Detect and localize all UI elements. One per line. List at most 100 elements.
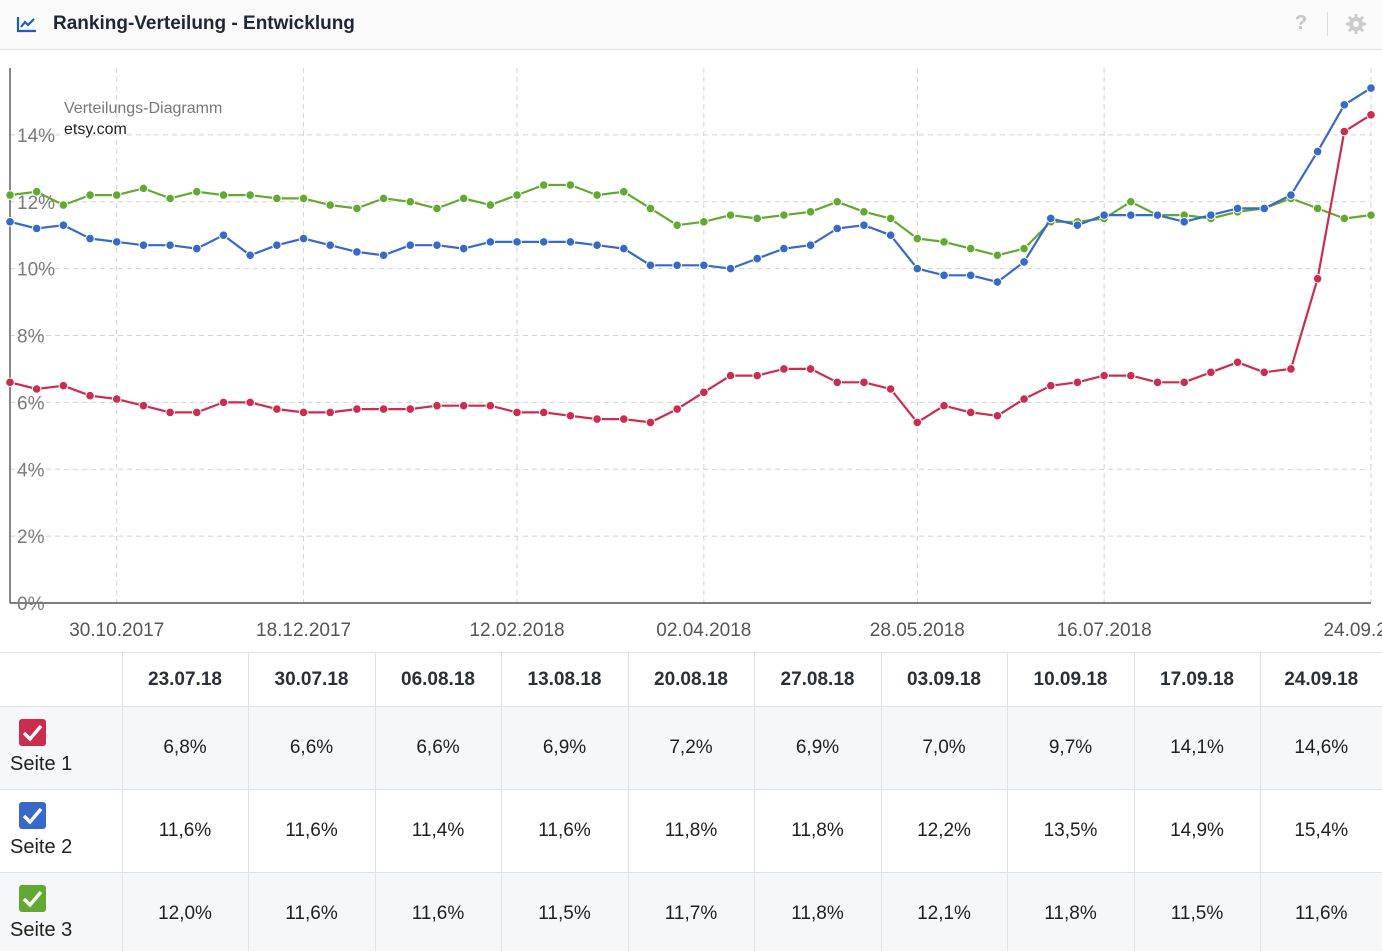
data-point bbox=[1366, 83, 1376, 93]
data-point bbox=[85, 190, 95, 200]
column-header: 30.07.18 bbox=[247, 652, 376, 707]
data-point bbox=[1179, 217, 1189, 227]
data-point bbox=[272, 193, 282, 204]
data-point bbox=[645, 203, 656, 214]
x-tick-label: 30.10.2017 bbox=[69, 620, 164, 641]
data-point bbox=[192, 186, 202, 197]
column-header: 06.08.18 bbox=[374, 652, 502, 707]
data-point bbox=[1312, 146, 1323, 157]
table-cell: 9,7% bbox=[1006, 706, 1135, 790]
row-label-cell: Seite 3 bbox=[0, 872, 123, 951]
table-cell: 12,2% bbox=[880, 789, 1008, 873]
column-header: 23.07.18 bbox=[121, 652, 249, 707]
data-point bbox=[538, 237, 549, 247]
table-cell: 6,6% bbox=[247, 706, 376, 790]
data-point bbox=[912, 417, 923, 428]
data-point bbox=[965, 243, 976, 254]
data-point bbox=[1286, 364, 1296, 374]
header-divider bbox=[1327, 12, 1328, 36]
widget-header: Ranking-Verteilung - Entwicklung ? bbox=[0, 0, 1382, 50]
data-point bbox=[512, 190, 522, 200]
data-point bbox=[512, 407, 522, 418]
data-point bbox=[245, 190, 255, 200]
data-point bbox=[432, 240, 442, 251]
row-label-cell: Seite 1 bbox=[0, 706, 123, 790]
data-point bbox=[832, 377, 843, 388]
table-cell: 14,9% bbox=[1133, 789, 1261, 873]
data-point bbox=[859, 377, 869, 388]
help-icon[interactable]: ? bbox=[1294, 12, 1308, 34]
data-point bbox=[165, 193, 175, 204]
table-cell: 11,6% bbox=[500, 789, 629, 873]
data-point bbox=[939, 400, 949, 411]
row-label: Seite 3 bbox=[10, 919, 73, 941]
table-cell: 6,6% bbox=[374, 706, 502, 790]
data-point bbox=[432, 203, 442, 214]
data-point bbox=[485, 237, 496, 247]
x-tick-label: 02.04.2018 bbox=[656, 620, 751, 641]
data-point bbox=[592, 414, 602, 424]
data-point bbox=[1259, 367, 1270, 378]
gear-icon[interactable] bbox=[1345, 13, 1367, 35]
data-point bbox=[885, 213, 896, 224]
data-point bbox=[912, 263, 923, 274]
seite-3-checkbox[interactable] bbox=[19, 885, 46, 912]
data-point bbox=[618, 243, 629, 254]
data-point bbox=[1339, 126, 1350, 137]
series-line-seite-3 bbox=[9, 183, 1372, 257]
seite-1-checkbox[interactable] bbox=[19, 719, 46, 746]
table-cell: 12,0% bbox=[121, 872, 249, 951]
y-tick-label: 10% bbox=[17, 260, 55, 281]
seite-2-checkbox[interactable] bbox=[19, 802, 46, 829]
data-point bbox=[352, 404, 362, 414]
data-point bbox=[699, 387, 709, 398]
data-point bbox=[1126, 196, 1136, 207]
data-point bbox=[512, 237, 522, 247]
table-row: Seite 3 12,0% 11,6% 11,6% 11,5% 11,7% 11… bbox=[0, 872, 1382, 951]
chart-subtitle: Verteilungs-Diagramm bbox=[64, 100, 222, 117]
data-point bbox=[245, 250, 255, 261]
table-cell: 11,5% bbox=[500, 872, 629, 951]
data-point bbox=[752, 370, 763, 381]
data-point bbox=[912, 233, 923, 244]
data-point bbox=[165, 407, 175, 418]
data-point bbox=[992, 250, 1003, 261]
data-point bbox=[752, 213, 763, 224]
data-point bbox=[1152, 210, 1163, 220]
data-point bbox=[779, 210, 789, 220]
data-point bbox=[672, 220, 682, 230]
table-cell: 11,8% bbox=[1006, 872, 1135, 951]
column-header: 27.08.18 bbox=[753, 652, 882, 707]
data-point bbox=[58, 380, 69, 391]
data-point bbox=[272, 404, 282, 414]
data-point bbox=[298, 233, 309, 244]
data-point bbox=[592, 190, 602, 200]
series-line-seite-2 bbox=[9, 87, 1372, 284]
data-point bbox=[725, 370, 736, 381]
data-point bbox=[1339, 99, 1350, 110]
corner-cell bbox=[0, 652, 123, 707]
data-point bbox=[485, 400, 496, 411]
data-point bbox=[405, 404, 416, 414]
y-tick-label: 4% bbox=[17, 460, 45, 481]
data-point bbox=[752, 253, 763, 264]
data-point bbox=[485, 200, 496, 210]
table-cell: 7,0% bbox=[880, 706, 1008, 790]
data-point bbox=[352, 203, 362, 214]
table-cell: 11,5% bbox=[1133, 872, 1261, 951]
series-line-seite-1 bbox=[9, 113, 1372, 424]
table-cell: 7,2% bbox=[627, 706, 755, 790]
data-point bbox=[1312, 273, 1323, 284]
check-icon bbox=[22, 724, 43, 742]
data-point bbox=[885, 230, 896, 240]
table-cell: 14,1% bbox=[1133, 706, 1261, 790]
data-point bbox=[298, 193, 309, 204]
data-point bbox=[965, 270, 976, 281]
data-point bbox=[859, 220, 869, 230]
data-point bbox=[325, 200, 336, 210]
table-cell: 6,8% bbox=[121, 706, 249, 790]
table-cell: 11,6% bbox=[247, 872, 376, 951]
data-point bbox=[779, 364, 789, 374]
row-label: Seite 2 bbox=[10, 836, 73, 858]
data-point bbox=[832, 223, 843, 234]
